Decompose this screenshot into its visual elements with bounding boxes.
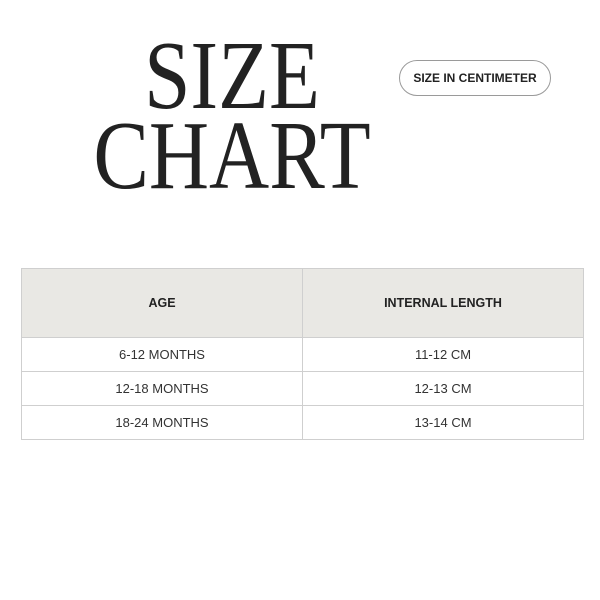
length-cell: 12-13 CM — [302, 371, 584, 406]
age-cell: 18-24 MONTHS — [21, 405, 303, 440]
length-cell: 11-12 CM — [302, 337, 584, 372]
table-row: 6-12 MONTHS 11-12 CM — [21, 337, 584, 372]
size-table: AGE INTERNAL LENGTH 6-12 MONTHS 11-12 CM… — [21, 268, 584, 440]
length-cell: 13-14 CM — [302, 405, 584, 440]
page-title-line-1: SIZE — [144, 22, 320, 130]
unit-badge: SIZE IN CENTIMETER — [399, 60, 551, 96]
page-title-line-2: CHART — [93, 102, 371, 210]
header-internal-length: INTERNAL LENGTH — [302, 268, 584, 338]
age-cell: 12-18 MONTHS — [21, 371, 303, 406]
header-age: AGE — [21, 268, 303, 338]
table-row: 18-24 MONTHS 13-14 CM — [21, 405, 584, 440]
table-header-row: AGE INTERNAL LENGTH — [21, 268, 584, 338]
table-row: 12-18 MONTHS 12-13 CM — [21, 371, 584, 406]
age-cell: 6-12 MONTHS — [21, 337, 303, 372]
